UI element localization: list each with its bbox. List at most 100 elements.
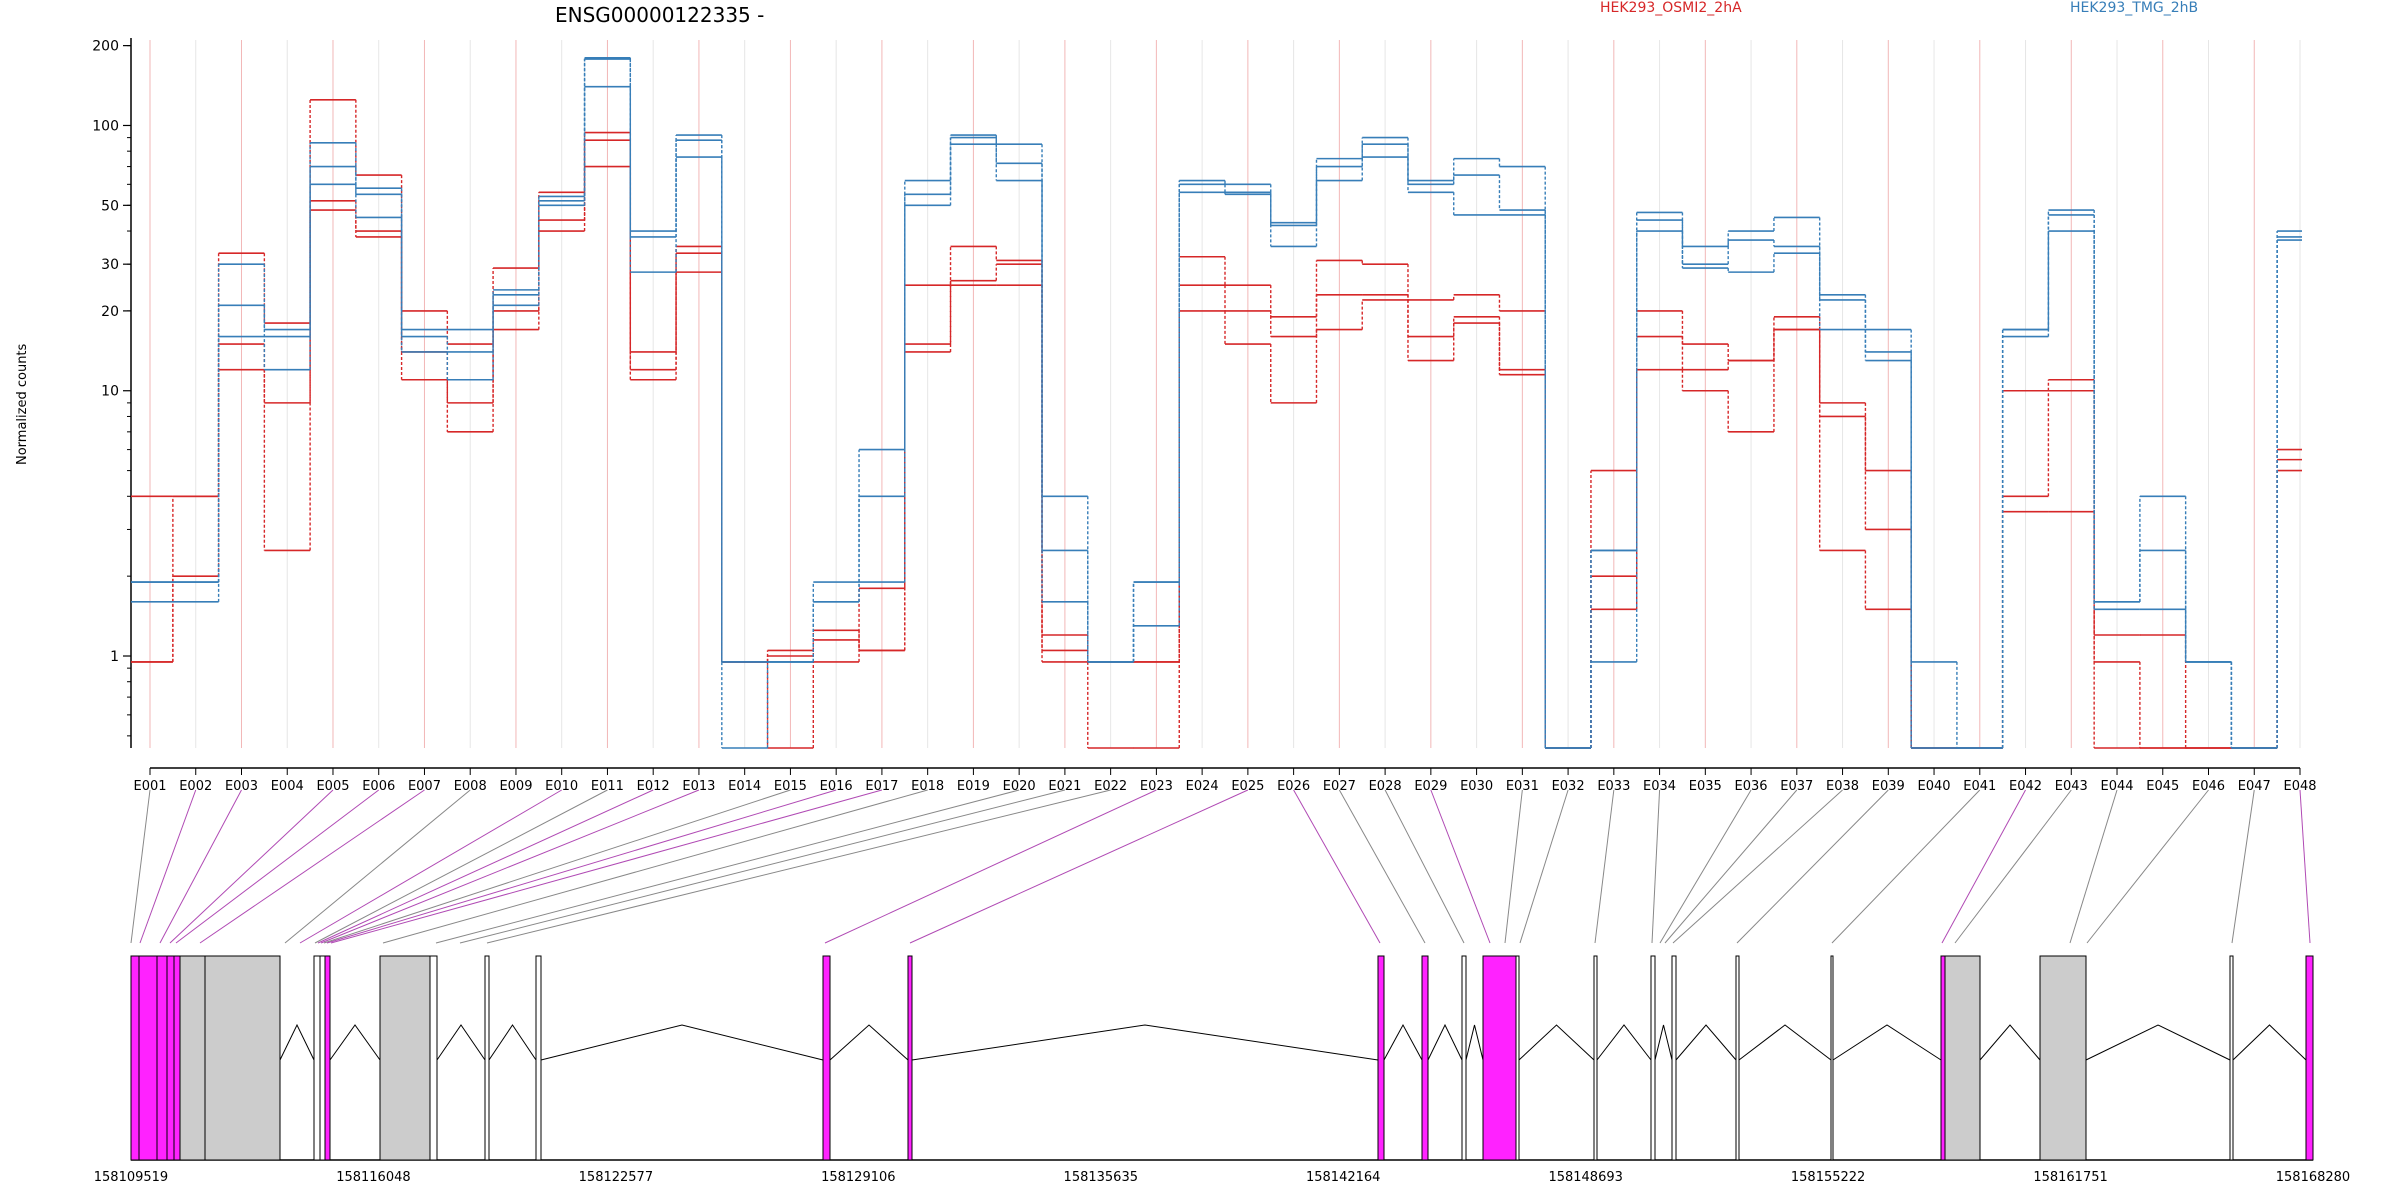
exon-block [166, 955, 175, 1161]
x-tick-label: E035 [1689, 779, 1722, 794]
exon-link [169, 789, 334, 944]
x-tick-label: E014 [728, 779, 761, 794]
x-tick-label: E023 [1140, 779, 1173, 794]
y-tick-label: 50 [101, 198, 119, 214]
exon-link [1504, 789, 1523, 944]
x-tick-label: E007 [408, 779, 441, 794]
y-tick-label: 20 [101, 304, 119, 320]
intron-line [329, 1024, 381, 1061]
x-tick-label: E048 [2283, 779, 2316, 794]
intron-line [1427, 1023, 1463, 1061]
exon-block [907, 955, 913, 1161]
exon-link [326, 789, 837, 944]
exon-block [1944, 955, 1981, 1161]
exon-link [2231, 789, 2255, 944]
x-tick-label: E015 [774, 779, 807, 794]
exon-block [1421, 955, 1429, 1161]
exon-block [179, 955, 206, 1161]
x-tick-label: E004 [271, 779, 304, 794]
exon-block [1377, 955, 1385, 1161]
exon-link [2069, 789, 2118, 944]
genome-tick-label: 158148693 [1548, 1170, 1622, 1185]
exon-block [822, 955, 831, 1161]
intron-line [1518, 1024, 1595, 1061]
exon-guides [149, 40, 2301, 748]
x-tick-label: E022 [1094, 779, 1127, 794]
exon-block [324, 955, 331, 1161]
gene-model [130, 955, 2314, 1161]
x-tick-label: E046 [2192, 779, 2225, 794]
y-tick-label: 1 [110, 649, 119, 665]
exon-link [824, 789, 1157, 944]
intron-line [488, 1024, 537, 1061]
x-tick-label: E030 [1460, 779, 1493, 794]
exon-block [313, 955, 321, 1161]
x-tick-label: E002 [179, 779, 212, 794]
genome-tick-label: 158129106 [821, 1170, 895, 1185]
exon-link [130, 789, 151, 944]
x-tick-label: E028 [1369, 779, 1402, 794]
exon-link [320, 789, 700, 944]
exon-link [175, 789, 380, 944]
exon-link [435, 789, 1020, 944]
series-HEK293_OSMI2_2hA [131, 165, 2302, 749]
x-tick-label: E040 [1918, 779, 1951, 794]
x-tick-label: E029 [1414, 779, 1447, 794]
exon-block [130, 955, 140, 1161]
exon-link [284, 789, 471, 944]
intron-line [911, 1024, 1379, 1061]
x-tick-label: E026 [1277, 779, 1310, 794]
exon-link [1659, 789, 1752, 944]
exon-block [1482, 955, 1517, 1161]
exon-link [1736, 789, 1889, 944]
gene-title: ENSG00000122335 - [555, 3, 764, 27]
exon-link [1651, 789, 1661, 944]
y-tick-label: 30 [101, 257, 119, 273]
exon-block [1940, 955, 1946, 1161]
x-tick-label: E012 [637, 779, 670, 794]
exon-link [299, 789, 562, 944]
exon-block [156, 955, 168, 1161]
x-tick-label: E024 [1186, 779, 1219, 794]
exon-block [1593, 955, 1598, 1161]
x-tick-label: E019 [957, 779, 990, 794]
exon-link [330, 789, 883, 944]
x-tick-label: E006 [362, 779, 395, 794]
x-tick-label: E013 [682, 779, 715, 794]
exon-block [1515, 955, 1520, 1161]
series-HEK293_TMG_2hB [131, 85, 2302, 749]
exon-link [1941, 789, 2026, 944]
exon-link [323, 789, 791, 944]
exon-block [2229, 955, 2234, 1161]
exon-block [379, 955, 431, 1161]
exon-link [1519, 789, 1569, 944]
series-lines [131, 56, 2302, 749]
x-tick-label: E045 [2146, 779, 2179, 794]
x-tick-label: E043 [2055, 779, 2088, 794]
x-tick-label: E041 [1963, 779, 1996, 794]
x-tick-label: E018 [911, 779, 944, 794]
x-tick-label: E039 [1872, 779, 1905, 794]
exon-link [459, 789, 1066, 944]
x-tick-label: E021 [1048, 779, 1081, 794]
intron-line [540, 1024, 824, 1061]
exon-block [535, 955, 542, 1161]
x-tick-label: E031 [1506, 779, 1539, 794]
exon-link [1664, 789, 1798, 944]
exon-link [1954, 789, 2072, 944]
exon-link [1384, 789, 1465, 944]
exon-block [1671, 955, 1677, 1161]
exon-block [429, 955, 438, 1161]
intron-line [436, 1024, 486, 1061]
series-HEK293_OSMI2_2hA [131, 98, 2302, 749]
x-tick-label: E038 [1826, 779, 1859, 794]
exon-link [1831, 789, 1981, 944]
y-tick-label: 10 [101, 384, 119, 400]
x-tick-label: E027 [1323, 779, 1356, 794]
x-tick-label: E009 [499, 779, 532, 794]
x-tick-label: E010 [545, 779, 578, 794]
exon-block [1830, 955, 1834, 1161]
exon-link [2086, 789, 2209, 944]
x-tick-label: E017 [865, 779, 898, 794]
x-axis: E001 E002 E003 E004 E005 E006 E007 E008 E009 E010… [133, 767, 2317, 794]
